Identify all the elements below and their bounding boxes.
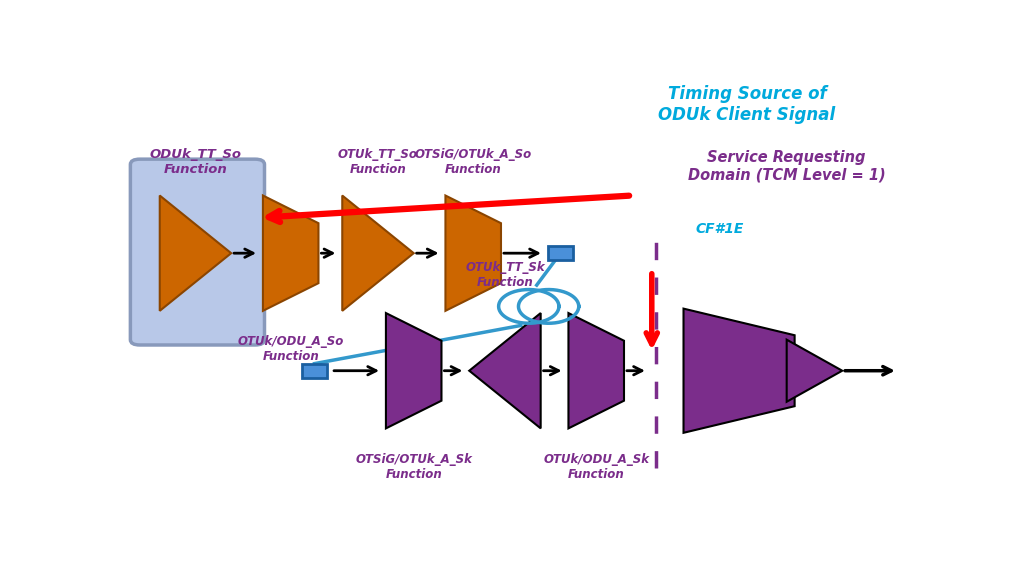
Polygon shape (160, 195, 231, 311)
Polygon shape (445, 195, 501, 311)
Text: OTUk/ODU_A_So
Function: OTUk/ODU_A_So Function (238, 335, 344, 363)
Text: OTSiG/OTUk_A_Sk
Function: OTSiG/OTUk_A_Sk Function (355, 453, 472, 481)
Text: OTUk/ODU_A_Sk
Function: OTUk/ODU_A_Sk Function (543, 453, 649, 481)
Polygon shape (386, 313, 441, 429)
Text: OTSiG/OTUk_A_So
Function: OTSiG/OTUk_A_So Function (415, 147, 531, 176)
Text: ODUk_TT_So
Function: ODUk_TT_So Function (150, 147, 242, 176)
Polygon shape (568, 313, 624, 429)
Polygon shape (786, 340, 842, 402)
FancyBboxPatch shape (548, 246, 573, 260)
FancyBboxPatch shape (302, 363, 328, 378)
Text: CF#1E: CF#1E (695, 222, 743, 236)
Text: Service Requesting
Domain (TCM Level = 1): Service Requesting Domain (TCM Level = 1… (688, 150, 886, 183)
Text: OTUk_TT_Sk
Function: OTUk_TT_Sk Function (465, 261, 545, 289)
FancyBboxPatch shape (130, 159, 264, 345)
Text: OTUk_TT_So
Function: OTUk_TT_So Function (338, 147, 418, 176)
Polygon shape (684, 309, 795, 433)
Polygon shape (263, 195, 318, 311)
Text: Timing Source of
ODUk Client Signal: Timing Source of ODUk Client Signal (658, 85, 836, 124)
Polygon shape (469, 313, 541, 429)
Polygon shape (342, 195, 414, 311)
